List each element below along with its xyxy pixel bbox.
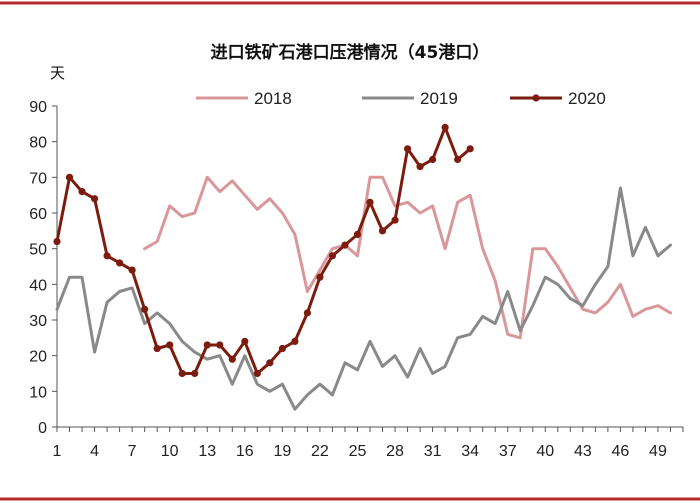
series-point-2020 [241, 337, 249, 345]
x-tick-label: 46 [612, 443, 630, 460]
series-point-2020 [216, 341, 224, 349]
legend-label-2019: 2019 [420, 89, 458, 108]
legend-label-2020: 2020 [568, 89, 606, 108]
series-point-2020 [378, 227, 387, 235]
series-point-2020 [278, 344, 286, 353]
legend-label-2018: 2018 [254, 89, 292, 108]
series-point-2020 [166, 341, 174, 349]
x-tick-label: 7 [128, 443, 137, 460]
series-line-2018 [143, 175, 672, 340]
series-point-2020 [116, 259, 124, 267]
y-tick-label: 10 [29, 384, 47, 401]
x-tick-label: 40 [536, 443, 554, 460]
x-tick-label: 13 [198, 443, 216, 460]
x-tick-label: 19 [273, 443, 291, 460]
x-tick-label: 34 [461, 443, 479, 460]
series-point-2020 [291, 337, 299, 345]
series-point-2020 [454, 155, 462, 164]
series-point-2020 [429, 155, 437, 164]
y-tick-label: 70 [29, 170, 47, 187]
axes: 0 10 20 30 40 50 60 70 80 90 1 4 7 10 13 16 19 22 25 28 31 34… [29, 99, 684, 460]
y-tick-label: 60 [29, 206, 47, 223]
series-point-2020 [103, 252, 111, 260]
series-point-2020 [203, 341, 211, 349]
y-axis-unit: 天 [50, 64, 65, 82]
series-point-2020 [416, 163, 424, 171]
x-tick-label: 49 [649, 443, 667, 460]
chart-title: 进口铁矿石港口压港情况（45港口） [211, 42, 490, 63]
series-point-2020 [266, 359, 274, 367]
x-tick-label: 10 [161, 443, 179, 460]
y-tick-label: 50 [29, 242, 47, 259]
series-point-2020 [466, 145, 474, 153]
x-tick-label: 4 [90, 443, 99, 460]
x-tick-label: 37 [499, 443, 517, 460]
series-point-2020 [316, 273, 324, 281]
y-tick-label: 90 [29, 99, 47, 116]
series-point-2020 [153, 344, 161, 353]
series-point-2020 [253, 369, 261, 378]
series-point-2020 [191, 369, 199, 378]
series-point-2020 [53, 237, 61, 246]
series-point-2020 [366, 198, 374, 206]
y-tick-label: 40 [29, 277, 47, 294]
series-point-2020 [328, 252, 337, 260]
series-line-2020 [55, 125, 472, 375]
series-point-2020 [341, 241, 349, 249]
x-tick-label: 31 [424, 443, 442, 460]
series-point-2020 [403, 145, 412, 153]
series-point-2020 [90, 195, 99, 203]
x-tick-label: 43 [574, 443, 592, 460]
x-tick-label: 25 [349, 443, 367, 460]
y-tick-label: 20 [29, 349, 47, 366]
y-tick-label: 30 [29, 313, 47, 330]
series-point-2020 [141, 305, 149, 313]
series-point-2020 [228, 355, 236, 363]
plot-area [53, 123, 672, 411]
y-tick-label: 0 [38, 420, 47, 437]
series-point-2020 [303, 309, 311, 317]
x-tick-label: 16 [236, 443, 254, 460]
series-point-2020 [128, 266, 136, 274]
x-tick-label: 28 [386, 443, 404, 460]
x-tick-label: 22 [311, 443, 329, 460]
series-point-2020 [353, 230, 362, 238]
x-tick-label: 1 [53, 443, 62, 460]
series-point-2020 [78, 188, 86, 196]
series-line-2019 [55, 186, 672, 411]
series-point-2020 [178, 369, 186, 378]
series-point-2020 [65, 173, 74, 181]
series-point-2020 [391, 216, 399, 224]
series-point-2020 [441, 123, 449, 131]
y-tick-label: 80 [29, 135, 47, 152]
legend: 2018 2019 2020 [196, 89, 606, 108]
legend-marker-2020 [532, 94, 540, 102]
